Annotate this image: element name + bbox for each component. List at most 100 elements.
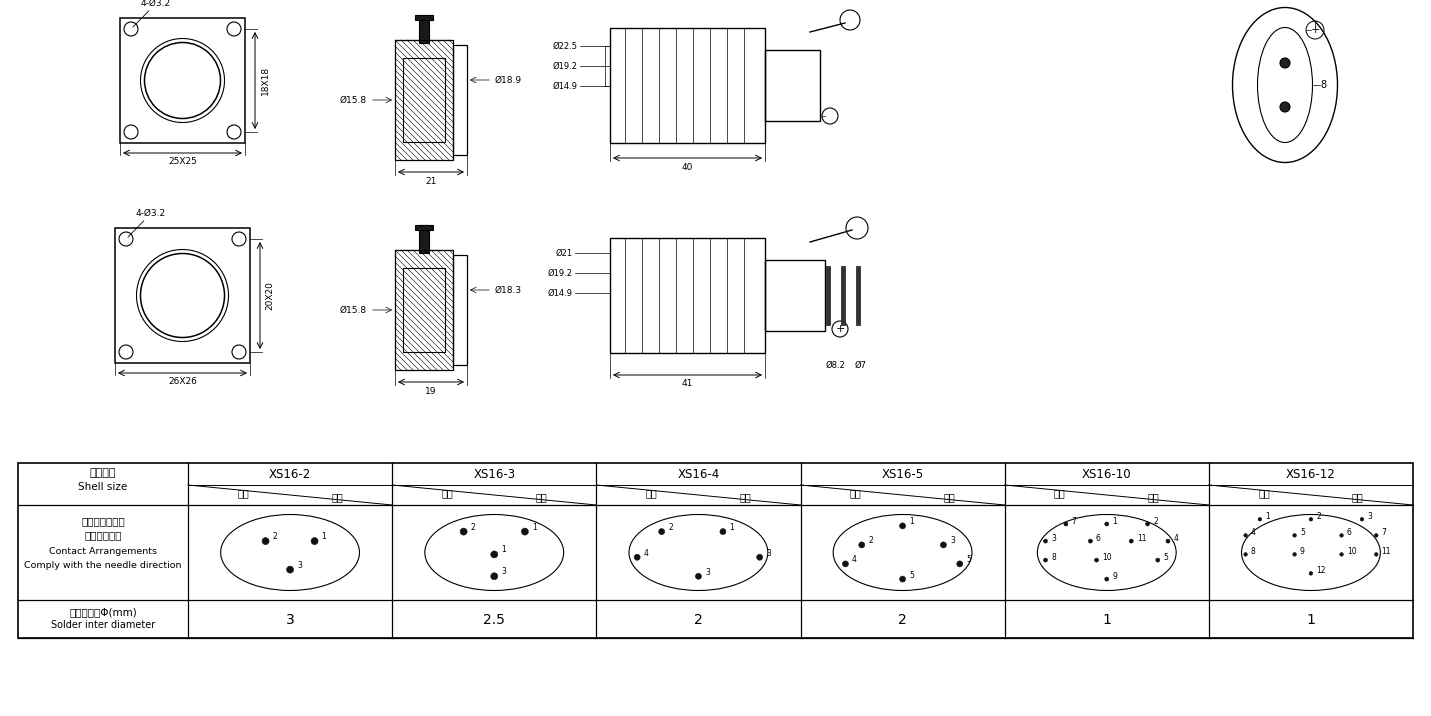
Text: 反装: 反装 [943, 492, 956, 502]
Text: Solder inter diameter: Solder inter diameter [52, 620, 155, 630]
Text: 2: 2 [899, 613, 907, 627]
Text: 1: 1 [1112, 516, 1118, 526]
Text: 3: 3 [766, 548, 771, 558]
Circle shape [1089, 539, 1092, 543]
Circle shape [491, 573, 498, 580]
Text: 接触对排列分布: 接触对排列分布 [82, 516, 124, 526]
Bar [610, 238, 766, 353]
Text: 4-Ø3.2: 4-Ø3.2 [133, 0, 172, 27]
Text: 正装: 正装 [645, 488, 657, 498]
Bar [395, 250, 454, 370]
Text: XS16-3: XS16-3 [474, 468, 515, 480]
Circle shape [1244, 533, 1248, 537]
Text: 40: 40 [681, 163, 693, 172]
Circle shape [957, 561, 963, 567]
Text: Ø19.2: Ø19.2 [552, 62, 578, 70]
Text: +: + [1311, 25, 1319, 35]
Circle shape [1309, 571, 1312, 575]
Text: 反装: 反装 [1148, 492, 1159, 502]
Text: 正装: 正装 [441, 488, 454, 498]
Text: 正装: 正装 [1053, 488, 1066, 498]
Text: XS16-5: XS16-5 [881, 468, 923, 480]
Text: 1: 1 [730, 523, 734, 532]
Circle shape [1258, 518, 1262, 521]
Text: Ø7: Ø7 [854, 360, 867, 369]
Text: 1: 1 [909, 518, 914, 526]
Text: 2: 2 [694, 613, 703, 627]
Circle shape [311, 538, 318, 545]
Circle shape [695, 574, 701, 579]
Text: 2.5: 2.5 [484, 613, 505, 627]
Text: 正装: 正装 [238, 488, 249, 498]
Text: Contact Arrangements: Contact Arrangements [49, 546, 157, 556]
Circle shape [262, 538, 269, 545]
Circle shape [1359, 518, 1364, 521]
Text: 41: 41 [681, 379, 693, 389]
Text: 21: 21 [425, 177, 436, 185]
Text: 正装: 正装 [1258, 488, 1269, 498]
Circle shape [491, 551, 498, 558]
Text: 4: 4 [851, 556, 857, 564]
Bar [415, 15, 434, 20]
Text: 9: 9 [1299, 547, 1305, 556]
Circle shape [1279, 58, 1289, 68]
Circle shape [1339, 553, 1344, 556]
Text: Ø21: Ø21 [555, 248, 572, 258]
Text: Ø8.2: Ø8.2 [826, 360, 844, 369]
Text: XS16-2: XS16-2 [269, 468, 311, 480]
Text: +: + [836, 324, 844, 334]
Text: 2: 2 [869, 536, 873, 546]
Text: 反装: 反装 [331, 492, 343, 502]
Text: 9: 9 [1112, 571, 1118, 581]
Text: 10: 10 [1102, 553, 1112, 561]
Circle shape [1292, 533, 1296, 537]
Text: 2: 2 [1153, 516, 1158, 526]
Text: 2: 2 [668, 523, 673, 532]
Text: 3: 3 [1367, 512, 1372, 521]
Text: 2: 2 [272, 532, 278, 541]
Circle shape [461, 528, 467, 535]
Text: 4: 4 [644, 548, 648, 558]
Bar [766, 260, 826, 331]
Text: 反装: 反装 [1352, 492, 1364, 502]
Text: Ø15.8: Ø15.8 [341, 95, 366, 105]
Text: 2: 2 [471, 523, 475, 531]
Text: XS16-12: XS16-12 [1286, 468, 1335, 480]
Circle shape [1279, 102, 1289, 112]
Text: 5: 5 [1163, 553, 1168, 561]
Text: Shell size: Shell size [79, 482, 127, 492]
Text: 1: 1 [532, 523, 537, 531]
Text: Ø14.9: Ø14.9 [548, 289, 572, 298]
Bar [419, 225, 429, 253]
Text: Ø18.3: Ø18.3 [495, 286, 522, 294]
Circle shape [1374, 553, 1378, 556]
Circle shape [1309, 518, 1312, 521]
Text: 10: 10 [1347, 547, 1357, 556]
Bar [19, 463, 1412, 638]
Circle shape [843, 561, 849, 567]
Text: 5: 5 [966, 556, 972, 564]
Circle shape [859, 542, 864, 548]
Bar [454, 255, 467, 365]
Text: XS16-4: XS16-4 [677, 468, 720, 480]
Circle shape [1146, 522, 1149, 526]
Circle shape [1374, 533, 1378, 537]
Circle shape [1095, 558, 1099, 562]
Circle shape [634, 554, 640, 560]
Bar [454, 45, 467, 155]
Text: 1: 1 [1265, 512, 1269, 521]
Text: 3: 3 [501, 567, 507, 576]
Text: 6: 6 [1096, 533, 1100, 543]
Bar [766, 50, 820, 121]
Text: 1: 1 [322, 532, 326, 541]
Text: 反装: 反装 [740, 492, 751, 502]
Text: 19: 19 [425, 387, 436, 395]
Text: 5: 5 [909, 571, 914, 579]
Text: 3: 3 [950, 536, 954, 546]
Bar [120, 18, 245, 143]
Text: 7: 7 [1381, 528, 1387, 537]
Bar [404, 268, 445, 352]
Text: Comply with the needle direction: Comply with the needle direction [24, 561, 182, 569]
Circle shape [720, 528, 726, 535]
Text: 18X18: 18X18 [260, 66, 269, 95]
